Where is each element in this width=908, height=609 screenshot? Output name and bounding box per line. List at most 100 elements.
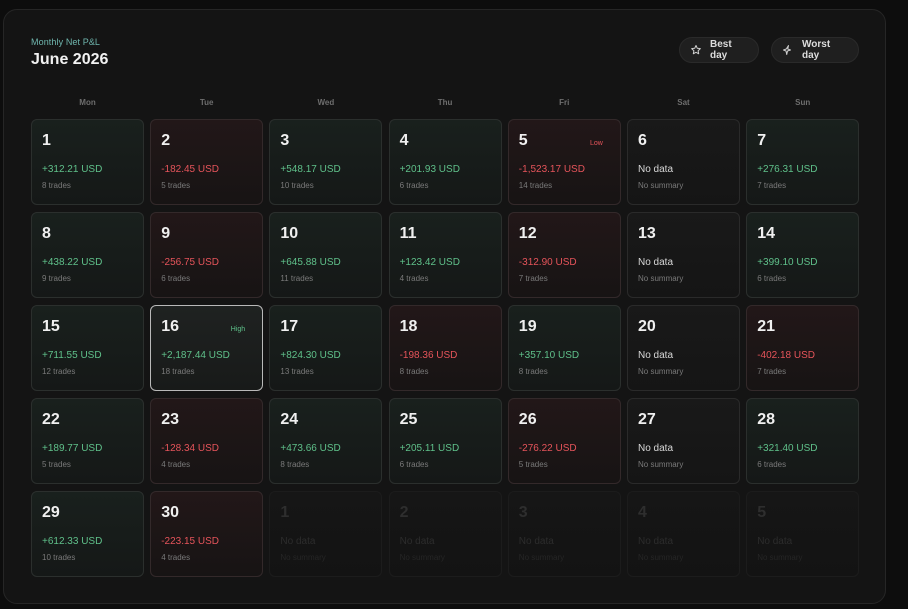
day-trade-count: No summary xyxy=(638,181,684,190)
day-trade-count: 6 trades xyxy=(161,274,191,283)
day-trade-count: 6 trades xyxy=(757,274,787,283)
calendar-day[interactable]: 4 +201.93 USD 6 trades xyxy=(388,119,502,205)
day-number: 3 xyxy=(518,504,528,521)
day-trade-count: 7 trades xyxy=(757,367,787,376)
calendar-day[interactable]: 1 +312.21 USD 8 trades xyxy=(31,119,144,205)
month-title: June 2026 xyxy=(31,51,109,68)
day-number: 5 xyxy=(518,132,528,149)
calendar-day[interactable]: 3 +548.17 USD 10 trades xyxy=(269,119,383,205)
day-pnl: +612.33 USD xyxy=(42,536,103,547)
day-number: 18 xyxy=(399,318,418,335)
calendar-day[interactable]: 7 +276.31 USD 7 trades xyxy=(746,119,860,205)
worst-day-button[interactable]: Worst day xyxy=(771,37,859,63)
day-number: 19 xyxy=(518,318,537,335)
calendar-day[interactable]: 29 +612.33 USD 10 trades xyxy=(31,491,144,577)
weekday-label-wed: Wed xyxy=(317,98,335,107)
day-number: 25 xyxy=(399,411,418,428)
best-day-button[interactable]: Best day xyxy=(679,37,759,63)
day-trade-count: No summary xyxy=(518,553,565,562)
day-number: 24 xyxy=(280,411,299,428)
day-trade-count: No summary xyxy=(757,553,803,562)
day-pnl: -198.36 USD xyxy=(399,350,458,361)
calendar-day[interactable]: 27 No data No summary xyxy=(627,398,740,484)
day-trade-count: 10 trades xyxy=(42,553,76,562)
day-number: 20 xyxy=(638,318,656,335)
calendar-day[interactable]: 8 +438.22 USD 9 trades xyxy=(31,212,144,298)
star-icon xyxy=(690,44,702,56)
day-trade-count: 13 trades xyxy=(280,367,314,376)
calendar-day[interactable]: 13 No data No summary xyxy=(627,212,740,298)
day-pnl: +548.17 USD xyxy=(280,164,341,175)
day-number: 28 xyxy=(757,411,775,428)
day-trade-count: 11 trades xyxy=(280,274,314,283)
day-pnl: +645.88 USD xyxy=(280,257,341,268)
day-trade-count: 9 trades xyxy=(42,274,71,283)
calendar-day[interactable]: 15 +711.55 USD 12 trades xyxy=(31,305,144,391)
calendar-day[interactable]: 21 -402.18 USD 7 trades xyxy=(746,305,860,391)
day-pnl: -276.22 USD xyxy=(518,443,577,454)
best-day-label: Best day xyxy=(710,39,732,61)
calendar-day-outside-month: 5 No data No summary xyxy=(746,491,860,577)
day-pnl: +201.93 USD xyxy=(399,164,460,175)
day-pnl: No data xyxy=(280,536,316,547)
day-pnl: +189.77 USD xyxy=(42,443,103,454)
day-trade-count: 18 trades xyxy=(161,367,195,376)
day-pnl: +123.42 USD xyxy=(399,257,460,268)
day-pnl: -128.34 USD xyxy=(161,443,219,454)
calendar-day[interactable]: 14 +399.10 USD 6 trades xyxy=(746,212,860,298)
day-trade-count: 4 trades xyxy=(161,460,191,469)
calendar-day[interactable]: 22 +189.77 USD 5 trades xyxy=(31,398,144,484)
calendar-day[interactable]: 25 +205.11 USD 6 trades xyxy=(388,398,502,484)
calendar-day[interactable]: 20 No data No summary xyxy=(627,305,740,391)
day-trade-count: 6 trades xyxy=(399,460,429,469)
calendar-day[interactable]: 26 -276.22 USD 5 trades xyxy=(507,398,621,484)
calendar-day[interactable]: 5 Low -1,523.17 USD 14 trades xyxy=(507,119,621,205)
day-number: 2 xyxy=(161,132,171,149)
day-number: 12 xyxy=(518,225,537,242)
calendar-day-outside-month: 2 No data No summary xyxy=(388,491,502,577)
day-trade-count: 8 trades xyxy=(42,181,71,190)
day-pnl: -1,523.17 USD xyxy=(518,164,585,175)
day-trade-count: No summary xyxy=(399,553,445,562)
calendar-day[interactable]: 30 -223.15 USD 4 trades xyxy=(150,491,264,577)
day-number: 2 xyxy=(399,504,409,521)
calendar-day[interactable]: 12 -312.90 USD 7 trades xyxy=(507,212,621,298)
calendar-grid: 1 +312.21 USD 8 trades 2 -182.45 USD 5 trades… xyxy=(31,119,861,579)
day-trade-count: No summary xyxy=(638,553,684,562)
day-trade-count: 8 trades xyxy=(399,367,429,376)
calendar-day[interactable]: 17 +824.30 USD 13 trades xyxy=(269,305,383,391)
day-trade-count: 4 trades xyxy=(161,553,191,562)
weekday-label-tue: Tue xyxy=(199,98,214,107)
day-number: 30 xyxy=(161,504,179,521)
weekday-label-sat: Sat xyxy=(677,98,690,107)
worst-day-label: Worst day xyxy=(802,39,831,61)
calendar-day[interactable]: 24 +473.66 USD 8 trades xyxy=(269,398,383,484)
calendar-day[interactable]: 9 -256.75 USD 6 trades xyxy=(150,212,264,298)
calendar-day[interactable]: 11 +123.42 USD 4 trades xyxy=(388,212,502,298)
calendar-day[interactable]: 2 -182.45 USD 5 trades xyxy=(150,119,264,205)
calendar-day[interactable]: 19 +357.10 USD 8 trades xyxy=(507,305,621,391)
day-number: 3 xyxy=(280,132,290,149)
calendar-day[interactable]: 18 -198.36 USD 8 trades xyxy=(388,305,502,391)
day-trade-count: No summary xyxy=(638,367,684,376)
day-pnl: +438.22 USD xyxy=(42,257,103,268)
calendar-day[interactable]: 28 +321.40 USD 6 trades xyxy=(746,398,860,484)
day-trade-count: No summary xyxy=(280,553,326,562)
day-number: 5 xyxy=(757,504,767,521)
day-pnl: +276.31 USD xyxy=(757,164,818,175)
sparkle-icon xyxy=(782,44,794,56)
calendar-day-outside-month: 3 No data No summary xyxy=(507,491,621,577)
weekday-label-sun: Sun xyxy=(795,98,811,107)
day-pnl: No data xyxy=(518,536,554,547)
day-number: 27 xyxy=(638,411,656,428)
day-number: 16 xyxy=(161,318,179,335)
calendar-day[interactable]: 6 No data No summary xyxy=(627,119,740,205)
day-number: 22 xyxy=(42,411,60,428)
day-trade-count: 12 trades xyxy=(42,367,76,376)
day-number: 1 xyxy=(42,132,51,149)
weekday-label-mon: Mon xyxy=(79,98,96,107)
calendar-day[interactable]: 10 +645.88 USD 11 trades xyxy=(269,212,383,298)
calendar-day[interactable]: 23 -128.34 USD 4 trades xyxy=(150,398,264,484)
day-pnl: +824.30 USD xyxy=(280,350,341,361)
calendar-day[interactable]: 16 High +2,187.44 USD 18 trades xyxy=(150,305,264,391)
